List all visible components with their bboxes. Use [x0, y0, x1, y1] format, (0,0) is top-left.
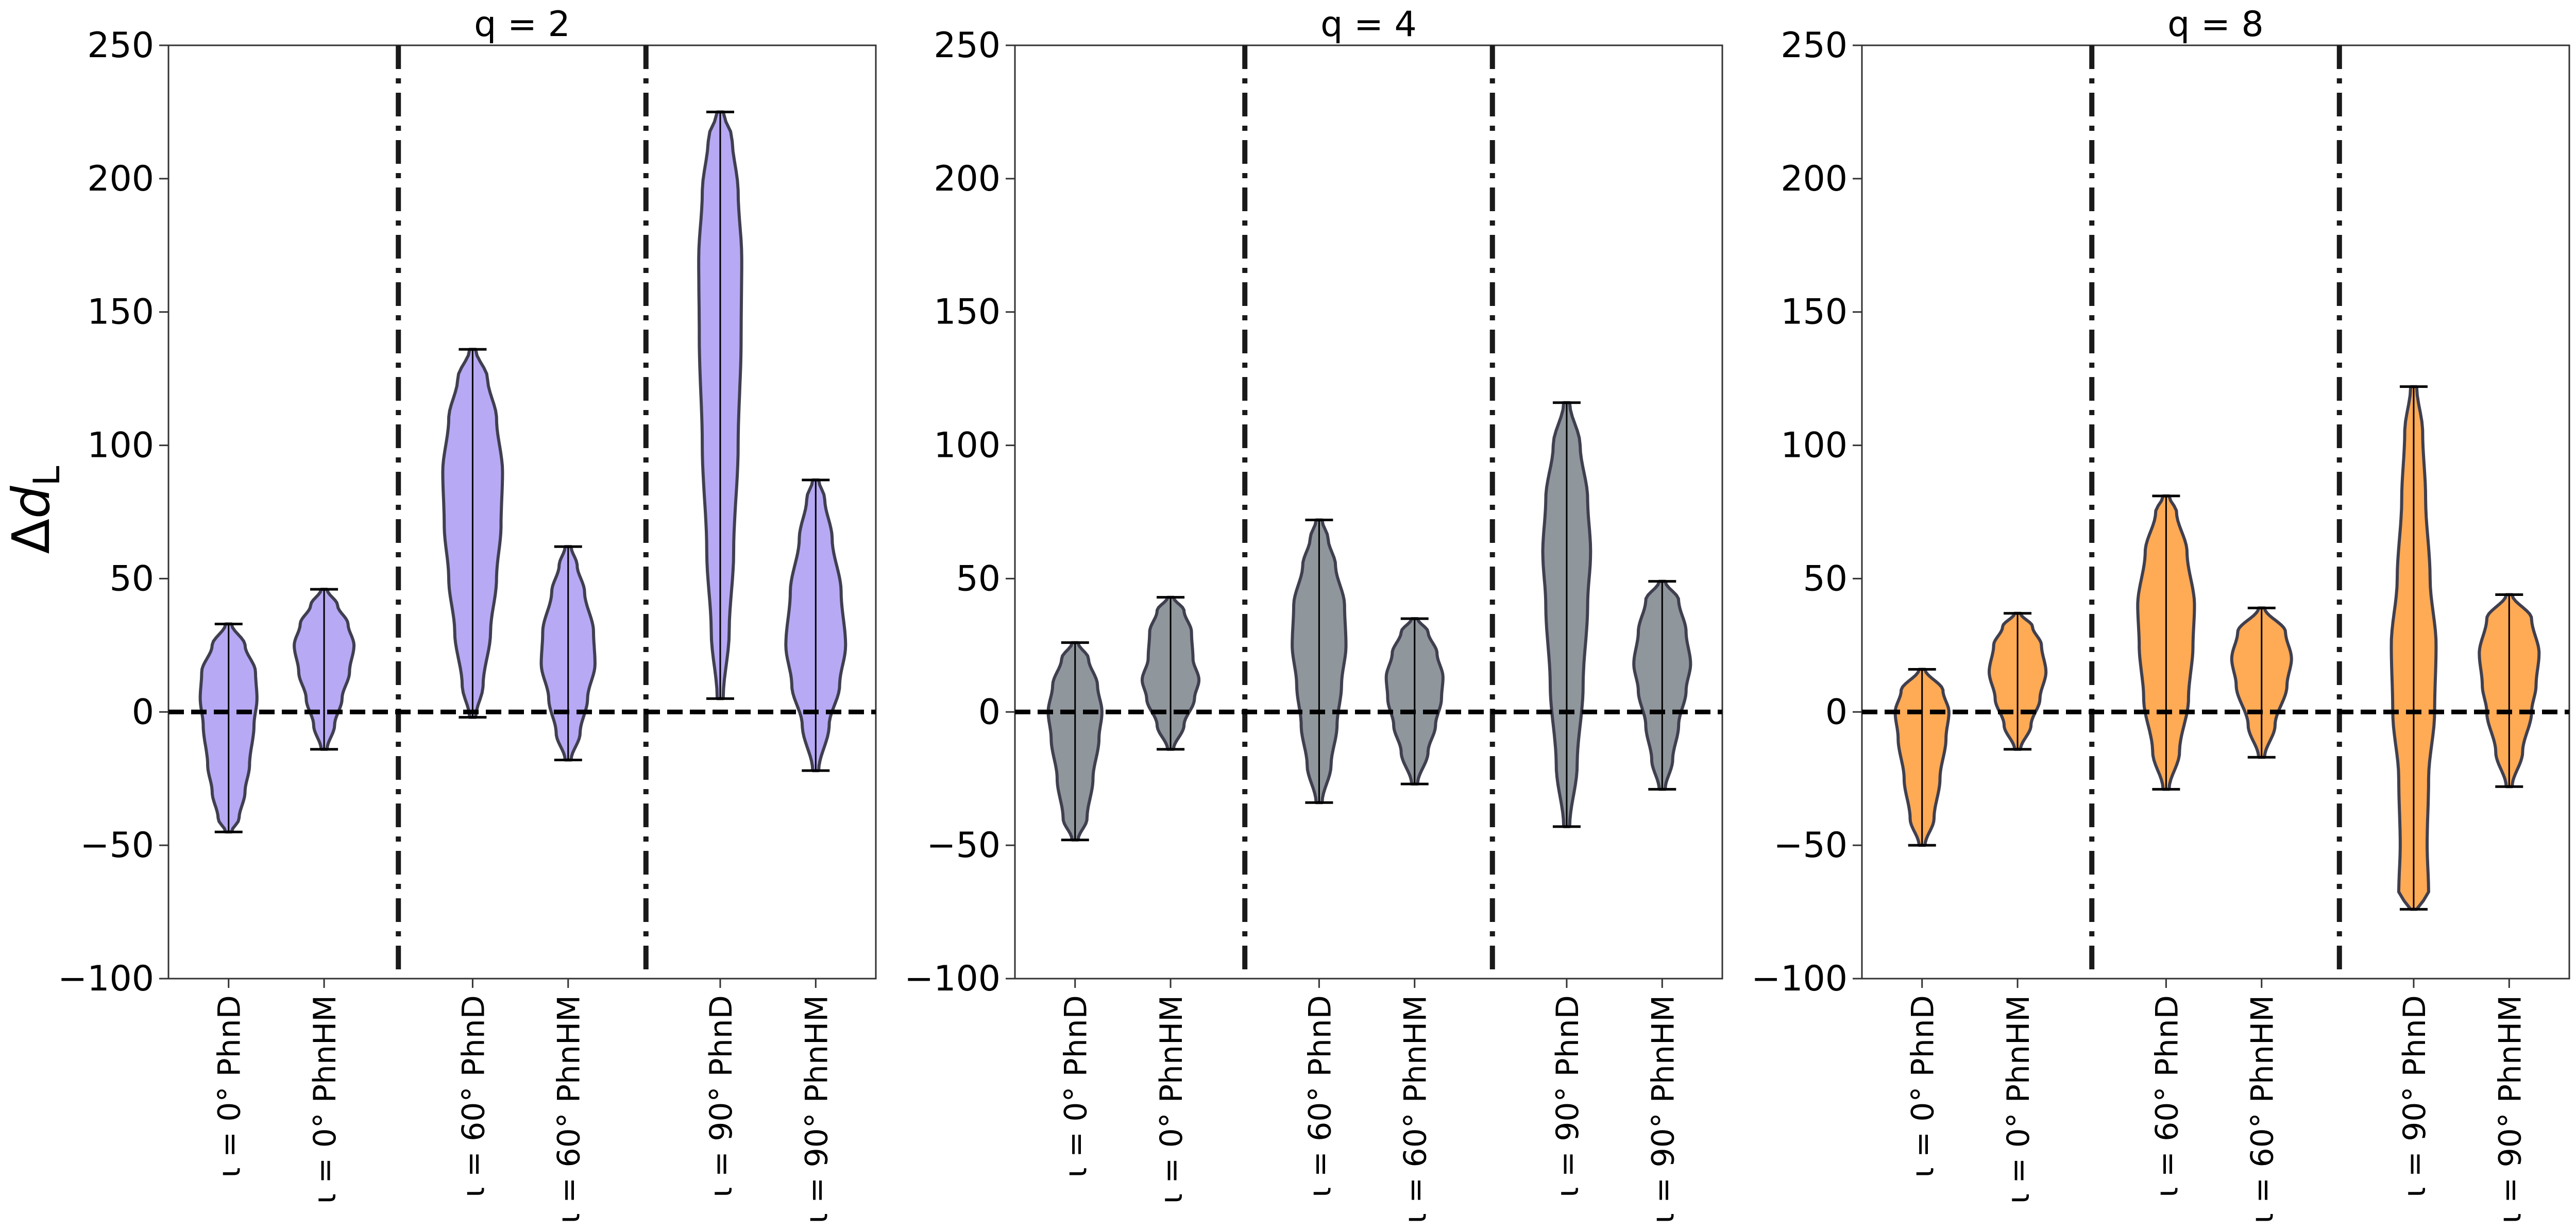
y-tick-label: −100: [1751, 959, 1848, 999]
x-tick-label: ι = 90° PhnD: [1550, 995, 1586, 1198]
plot-frame: [167, 44, 877, 980]
x-tick-label: ι = 90° PhnD: [703, 995, 739, 1198]
y-tick-label: 0: [978, 692, 1001, 732]
x-tick-label: ι = 60° PhnHM: [551, 995, 587, 1223]
y-tick-label: 0: [132, 692, 154, 732]
y-axis-title-subscript: L: [26, 466, 68, 486]
y-tick-label: 50: [109, 558, 154, 599]
x-tick-label: ι = 0° PhnD: [1058, 995, 1094, 1177]
violin: [1988, 611, 2048, 751]
x-tick-label: ι = 90° PhnHM: [2492, 995, 2528, 1223]
y-tick-label: 100: [934, 425, 1001, 466]
violin: [1632, 579, 1692, 791]
violin: [2136, 494, 2196, 791]
panel-title: q = 4: [1320, 4, 1417, 45]
y-tick-label: 200: [934, 159, 1001, 199]
x-tick-label: ι = 60° PhnHM: [2245, 995, 2281, 1223]
y-tick-label: 250: [934, 25, 1001, 66]
panel-1: q = 2 −100 −50 0 50 100 150 200 250 ι = 0° PhnD ι …: [58, 4, 877, 1223]
x-tick-label: ι = 90° PhnD: [2397, 995, 2433, 1198]
y-tick-label: 250: [87, 25, 154, 66]
violin: [1291, 518, 1348, 805]
violin: [1141, 595, 1201, 751]
violin: [2389, 385, 2438, 911]
x-tick-label: ι = 0° PhnHM: [1154, 995, 1190, 1204]
y-tick-label: 200: [87, 159, 154, 199]
violin: [441, 348, 504, 719]
x-tick-label: ι = 0° PhnD: [1905, 995, 1941, 1177]
violin: [539, 545, 597, 762]
violin: [2478, 593, 2541, 789]
y-tick-label: −50: [80, 825, 154, 866]
x-tick-label: ι = 60° PhnHM: [1398, 995, 1434, 1223]
y-tick-label: −50: [1773, 825, 1848, 866]
y-tick-label: 50: [1803, 558, 1848, 599]
y-tick-label: 250: [1781, 25, 1848, 66]
x-tick-label: ι = 90° PhnHM: [1645, 995, 1681, 1223]
panel-3: q = 8 −100 −50 0 50 100 150 200 250 ι = 0° PhnD ι …: [1751, 4, 2570, 1223]
violin: [1046, 641, 1104, 842]
plot-frame: [1861, 44, 2570, 980]
y-tick-label: 100: [87, 425, 154, 466]
violin: [697, 110, 743, 700]
y-tick-label: −100: [58, 959, 154, 999]
panel-2: q = 4 −100 −50 0 50 100 150 200 250 ι = 0° PhnD ι …: [904, 4, 1723, 1223]
x-tick-label: ι = 60° PhnD: [1302, 995, 1338, 1198]
plot-frame: [1014, 44, 1723, 980]
y-tick-label: 50: [956, 558, 1001, 599]
y-tick-label: 0: [1825, 692, 1848, 732]
x-tick-label: ι = 0° PhnD: [212, 995, 248, 1177]
y-tick-label: 150: [1781, 292, 1848, 333]
panel-title: q = 8: [2167, 4, 2264, 45]
y-tick-label: −100: [904, 959, 1001, 999]
violin: [198, 622, 259, 834]
y-tick-label: 150: [934, 292, 1001, 333]
y-tick-label: 200: [1781, 159, 1848, 199]
y-tick-label: 100: [1781, 425, 1848, 466]
violin: [1893, 668, 1951, 847]
violin: [1384, 617, 1445, 786]
violin: [1541, 401, 1592, 828]
y-tick-label: −50: [926, 825, 1001, 866]
panel-title: q = 2: [474, 4, 570, 45]
x-tick-label: ι = 60° PhnD: [2149, 995, 2185, 1198]
y-tick-label: 150: [87, 292, 154, 333]
violin: [784, 478, 848, 773]
x-tick-label: ι = 0° PhnHM: [307, 995, 343, 1204]
x-tick-label: ι = 90° PhnHM: [799, 995, 835, 1223]
violin: [2230, 606, 2293, 759]
violin: [293, 588, 356, 751]
panels: q = 2 −100 −50 0 50 100 150 200 250 ι = 0° PhnD ι …: [58, 4, 2570, 1223]
x-tick-label: ι = 0° PhnHM: [2001, 995, 2037, 1204]
y-axis-title: ΔdL: [1, 466, 68, 554]
x-tick-label: ι = 60° PhnD: [455, 995, 492, 1198]
